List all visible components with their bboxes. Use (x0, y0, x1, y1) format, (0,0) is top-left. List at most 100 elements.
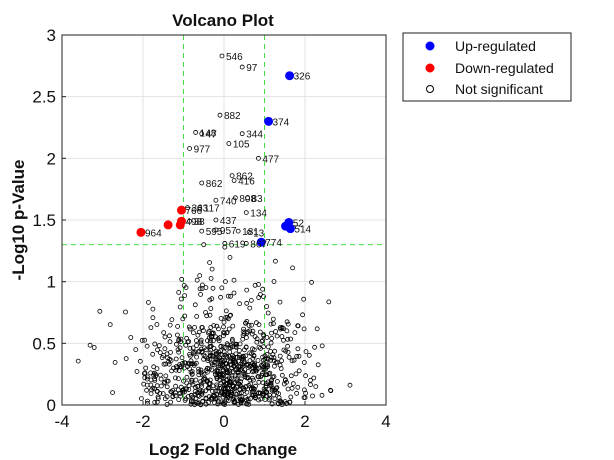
ns-point (243, 353, 249, 359)
ns-labeled-point (199, 180, 205, 186)
ns-point (260, 338, 266, 343)
ns-point (301, 360, 307, 365)
ns-point (272, 396, 278, 402)
ns-point (158, 376, 164, 382)
down-regulated-point (175, 220, 185, 230)
ns-point (219, 352, 225, 358)
point-label: 148 (200, 128, 217, 139)
ns-labeled-point (256, 155, 261, 161)
ns-labeled-point (199, 131, 205, 137)
ns-point (227, 313, 233, 319)
x-tick-label: -4 (54, 412, 69, 431)
ns-point (217, 358, 223, 364)
ns-point (315, 362, 321, 368)
ns-point (148, 382, 154, 388)
ns-point (347, 382, 353, 388)
ns-point (91, 345, 97, 350)
ns-labeled-point (222, 244, 228, 250)
ns-point (285, 386, 291, 392)
ns-point (251, 386, 257, 392)
ns-point (230, 323, 236, 329)
ns-point (225, 342, 231, 348)
down-regulated-point (176, 205, 186, 215)
ns-point (261, 357, 266, 363)
ns-point (300, 312, 306, 318)
ns-point (169, 317, 175, 323)
ns-point (208, 343, 214, 349)
up-regulated-point (256, 237, 266, 247)
ns-point (133, 347, 139, 353)
ns-point (265, 379, 271, 385)
ns-point (173, 341, 179, 347)
ns-point (123, 356, 129, 362)
point-label: 477 (262, 154, 279, 165)
y-tick-label: 0 (47, 396, 56, 415)
x-axis-ticks: -4 -2 0 2 4 (54, 401, 391, 431)
ns-point (192, 302, 198, 308)
ns-point (273, 329, 279, 334)
ns-point (152, 377, 158, 383)
ns-point (182, 293, 188, 299)
ns-point (223, 308, 229, 314)
ns-point (178, 296, 184, 302)
ns-point (209, 266, 215, 272)
ns-point (228, 362, 234, 368)
ns-point (216, 399, 222, 405)
ns-point (194, 277, 200, 283)
ns-point (156, 343, 162, 349)
ns-point (232, 398, 237, 404)
ns-point (223, 360, 228, 366)
ns-point (162, 334, 168, 340)
ns-point (134, 369, 140, 374)
ns-point (151, 364, 157, 370)
ns-point (262, 353, 268, 359)
ns-point (137, 358, 143, 364)
ns-point (218, 294, 224, 300)
point-label: 862 (206, 179, 223, 190)
ns-point (180, 389, 186, 395)
point-label: 514 (294, 225, 311, 236)
ns-point (209, 296, 215, 302)
ns-point (221, 330, 227, 336)
ns-point (176, 338, 182, 344)
point-label: 374 (273, 117, 290, 128)
ns-point (107, 322, 113, 328)
ns-point (215, 336, 221, 342)
plot-title: Volcano Plot (172, 11, 274, 30)
ns-point (264, 304, 270, 309)
x-tick-label: 0 (219, 412, 228, 431)
ns-point (144, 343, 150, 349)
ns-point (193, 399, 199, 405)
ns-point (225, 293, 231, 299)
ns-point (224, 330, 230, 336)
ns-point (209, 395, 215, 401)
ns-point (222, 345, 228, 350)
ns-point (215, 365, 221, 370)
ns-point (177, 345, 183, 351)
ns-point (209, 367, 215, 373)
point-label: 38 (194, 217, 206, 228)
ns-point (287, 399, 293, 405)
ns-point (176, 397, 182, 402)
ns-point (285, 336, 291, 342)
ns-labeled-point (232, 195, 238, 201)
ns-point (217, 385, 222, 391)
ns-point (189, 379, 195, 385)
ns-point (244, 330, 250, 336)
ns-point (267, 395, 273, 401)
ns-point (225, 385, 231, 391)
ns-labeled-point (229, 173, 235, 179)
ns-point (301, 395, 307, 401)
ns-point (229, 375, 235, 381)
ns-point (187, 361, 193, 367)
point-label: 97 (246, 63, 258, 74)
ns-point (150, 306, 156, 312)
y-axis-title: -Log10 p-Value (9, 160, 28, 281)
ns-point (268, 354, 274, 360)
ns-point (253, 320, 259, 326)
ns-point (267, 370, 273, 376)
y-axis-ticks: 0 0.5 1 1.5 2 2.5 3 (32, 26, 66, 415)
ns-point (215, 371, 221, 377)
y-tick-label: 2 (47, 149, 56, 168)
ns-point (239, 364, 245, 370)
